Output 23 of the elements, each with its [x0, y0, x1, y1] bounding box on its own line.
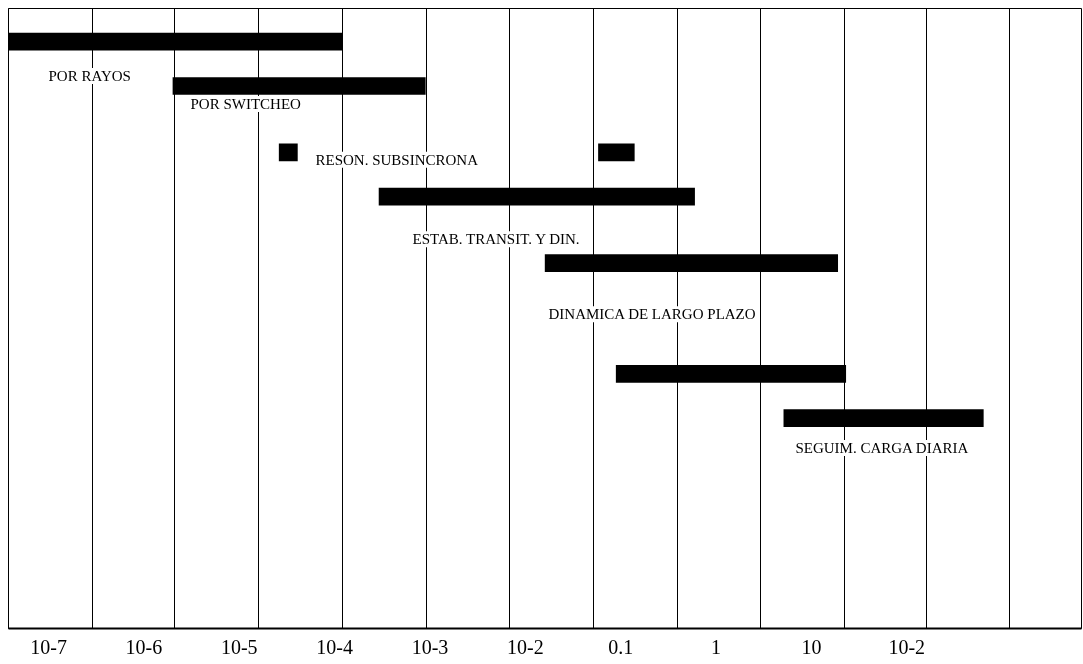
- bar: [172, 77, 426, 95]
- annotation: RESON. SUBSINCRONA: [315, 151, 479, 168]
- x-tick-label: 10-2: [888, 635, 926, 658]
- x-tick-label: 1: [711, 635, 722, 658]
- annotation: POR RAYOS: [48, 68, 131, 85]
- bar: [615, 365, 847, 383]
- x-tick-label: 10-3: [411, 635, 449, 658]
- x-tick-label: 10-6: [125, 635, 163, 658]
- annotation: ESTAB. TRANSIT. Y DIN.: [412, 231, 580, 248]
- x-tick-label: 10-2: [507, 635, 544, 658]
- bar: [378, 187, 695, 206]
- annotation: SEGUIM. CARGA DIARIA: [795, 440, 969, 457]
- bar: [783, 409, 984, 427]
- x-tick-label: 0.1: [608, 635, 634, 658]
- x-tick-label: 10-5: [220, 635, 258, 658]
- bar: [598, 143, 635, 162]
- x-tick-label: 10-4: [316, 635, 353, 658]
- annotation: POR SWITCHEO: [190, 95, 302, 112]
- annotation: DINAMICA DE LARGO PLAZO: [548, 306, 756, 323]
- x-tick-label: 10: [801, 635, 822, 658]
- bar: [278, 143, 298, 162]
- bar: [544, 254, 839, 272]
- x-tick-label: 10-7: [30, 635, 67, 658]
